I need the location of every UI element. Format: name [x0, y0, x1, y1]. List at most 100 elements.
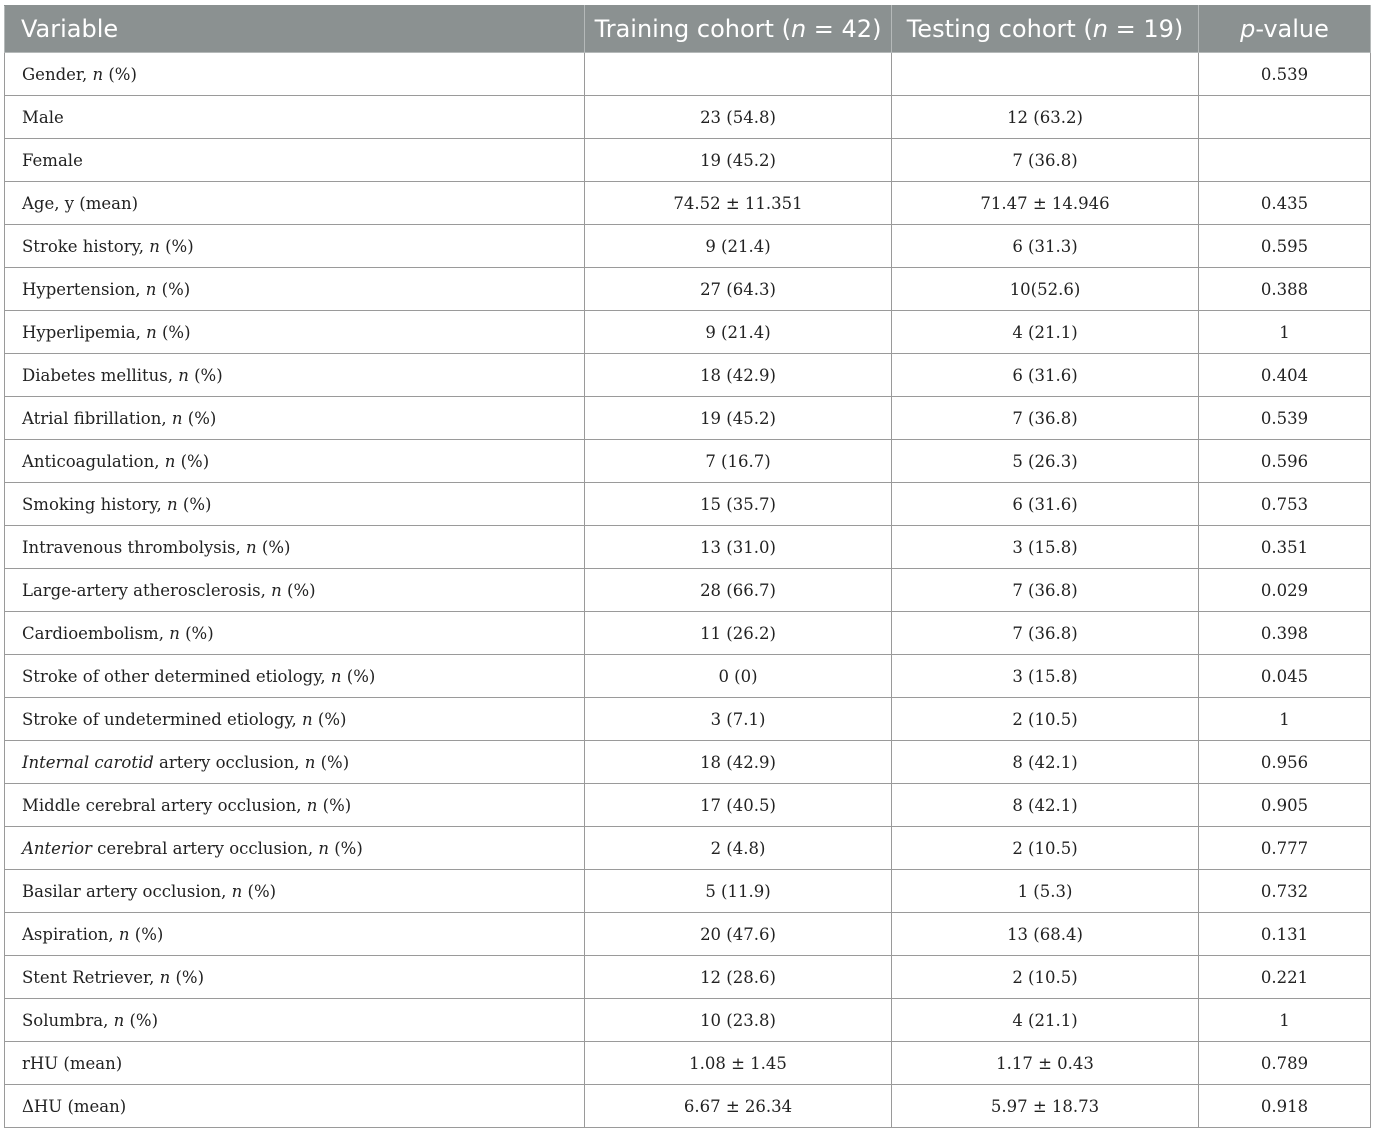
cell-variable: Aspiration, n (%): [4, 912, 585, 956]
cell-p-value: 0.435: [1198, 181, 1371, 225]
cell-p-value: 1: [1198, 310, 1371, 354]
cell-training-cohort: 18 (42.9): [584, 353, 892, 397]
variable-label: Age, y (mean): [22, 193, 139, 213]
cell-variable: Atrial fibrillation, n (%): [4, 396, 585, 440]
table-row: Stroke history, n (%) 9 (21.4) 6 (31.3) 0.5…: [4, 224, 1371, 268]
cell-training-cohort: 74.52 ± 11.351: [584, 181, 892, 225]
variable-n-italic: n: [178, 365, 189, 385]
cell-variable: Age, y (mean): [4, 181, 585, 225]
header-testing-post: = 19): [1107, 15, 1184, 43]
cell-variable: Stroke of other determined etiology, n (…: [4, 654, 585, 698]
variable-n-italic: n: [164, 451, 176, 471]
variable-unit: (%): [256, 537, 291, 557]
variable-n-italic: n: [118, 924, 130, 944]
table-row: Stroke of undetermined etiology, n (%) 3 …: [4, 697, 1371, 741]
variable-n-italic: n: [330, 666, 342, 686]
variable-n-italic: n: [246, 537, 257, 557]
cell-p-value: 0.045: [1198, 654, 1371, 698]
cell-testing-cohort: 8 (42.1): [891, 740, 1199, 784]
table-row: Intravenous thrombolysis, n (%) 13 (31.0)…: [4, 525, 1371, 569]
cell-testing-cohort: 4 (21.1): [891, 310, 1199, 354]
cell-testing-cohort: 7 (36.8): [891, 396, 1199, 440]
variable-label: Stent Retriever,: [22, 967, 160, 987]
cell-p-value: 0.732: [1198, 869, 1371, 913]
cell-training-cohort: 3 (7.1): [584, 697, 892, 741]
cell-testing-cohort: 1.17 ± 0.43: [891, 1041, 1199, 1085]
variable-unit: (%): [103, 64, 137, 84]
cell-p-value: 0.221: [1198, 955, 1371, 999]
cell-testing-cohort: 6 (31.6): [891, 482, 1199, 526]
cell-training-cohort: 20 (47.6): [584, 912, 892, 956]
cell-variable: Solumbra, n (%): [4, 998, 585, 1042]
variable-n-italic: n: [302, 709, 313, 729]
variable-label: Anticoagulation,: [22, 451, 165, 471]
cell-p-value: 0.539: [1198, 396, 1371, 440]
cell-training-cohort: 1.08 ± 1.45: [584, 1041, 892, 1085]
table-row: Middle cerebral artery occlusion, n (%) 1…: [4, 783, 1371, 827]
cell-p-value: 0.905: [1198, 783, 1371, 827]
table-row: Atrial fibrillation, n (%) 19 (45.2) 7 (36…: [4, 396, 1371, 440]
cell-training-cohort: 2 (4.8): [584, 826, 892, 870]
cell-training-cohort: 0 (0): [584, 654, 892, 698]
cell-p-value: 0.398: [1198, 611, 1371, 655]
cell-p-value: 0.595: [1198, 224, 1371, 268]
baseline-characteristics-table-wrapper: Variable Training cohort (n = 42) Testin…: [4, 5, 1371, 1128]
cell-training-cohort: 6.67 ± 26.34: [584, 1084, 892, 1128]
cell-variable: Gender, n (%): [4, 52, 585, 96]
header-p-value: p-value: [1198, 5, 1371, 53]
cell-testing-cohort: 6 (31.3): [891, 224, 1199, 268]
variable-n-italic: n: [113, 1010, 125, 1030]
variable-n-italic: n: [271, 580, 282, 600]
variable-label: Atrial fibrillation,: [22, 408, 172, 428]
cell-training-cohort: 9 (21.4): [584, 224, 892, 268]
table-row: Male 23 (54.8) 12 (63.2): [4, 95, 1371, 139]
cell-training-cohort: 10 (23.8): [584, 998, 892, 1042]
header-training-cohort: Training cohort (n = 42): [584, 5, 892, 53]
variable-italic-lead: Internal carotid: [22, 752, 154, 772]
cell-testing-cohort: 10(52.6): [891, 267, 1199, 311]
header-p-letter: p: [1240, 15, 1256, 43]
table-row: Gender, n (%) 0.539: [4, 52, 1371, 96]
variable-unit: (%): [156, 322, 191, 342]
cell-variable: rHU (mean): [4, 1041, 585, 1085]
table-body: Gender, n (%) 0.539 Male 23 (54.8) 12 (63.2)…: [4, 52, 1371, 1128]
cell-testing-cohort: 5.97 ± 18.73: [891, 1084, 1199, 1128]
variable-label: Basilar artery occlusion,: [22, 881, 232, 901]
header-variable: Variable: [4, 5, 585, 53]
cell-p-value: 0.777: [1198, 826, 1371, 870]
variable-label: Gender,: [22, 64, 93, 84]
table-row: Internal carotid artery occlusion, n (%)…: [4, 740, 1371, 784]
variable-n-italic: n: [169, 623, 180, 643]
variable-label: Stroke history,: [22, 236, 150, 256]
variable-n-italic: n: [145, 279, 157, 299]
header-training-n: n: [790, 15, 807, 43]
cell-variable: Large-artery atherosclerosis, n (%): [4, 568, 585, 612]
header-testing-n: n: [1092, 15, 1108, 43]
variable-unit: (%): [182, 408, 217, 428]
table-header: Variable Training cohort (n = 42) Testin…: [4, 5, 1371, 53]
cell-testing-cohort: 1 (5.3): [891, 869, 1199, 913]
variable-unit: (%): [315, 752, 350, 772]
cell-p-value: 1: [1198, 998, 1371, 1042]
variable-label: Stroke of other determined etiology,: [22, 666, 331, 686]
variable-unit: (%): [129, 924, 164, 944]
table-row: ΔHU (mean) 6.67 ± 26.34 5.97 ± 18.73 0.918: [4, 1084, 1371, 1128]
cell-variable: Anterior cerebral artery occlusion, n (%…: [4, 826, 585, 870]
variable-n-italic: n: [318, 838, 329, 858]
variable-label: Male: [22, 107, 64, 127]
cell-testing-cohort: 8 (42.1): [891, 783, 1199, 827]
variable-n-italic: n: [146, 322, 157, 342]
cell-training-cohort: 11 (26.2): [584, 611, 892, 655]
cell-variable: ΔHU (mean): [4, 1084, 585, 1128]
cell-training-cohort: 19 (45.2): [584, 396, 892, 440]
cell-testing-cohort: 7 (36.8): [891, 138, 1199, 182]
variable-n-italic: n: [167, 494, 178, 514]
variable-n-italic: n: [149, 236, 160, 256]
cell-variable: Stent Retriever, n (%): [4, 955, 585, 999]
cell-testing-cohort: 5 (26.3): [891, 439, 1199, 483]
variable-label: rHU (mean): [22, 1053, 123, 1073]
table-row: Stroke of other determined etiology, n (…: [4, 654, 1371, 698]
variable-label: Intravenous thrombolysis,: [22, 537, 247, 557]
cell-variable: Stroke of undetermined etiology, n (%): [4, 697, 585, 741]
cell-variable: Hyperlipemia, n (%): [4, 310, 585, 354]
